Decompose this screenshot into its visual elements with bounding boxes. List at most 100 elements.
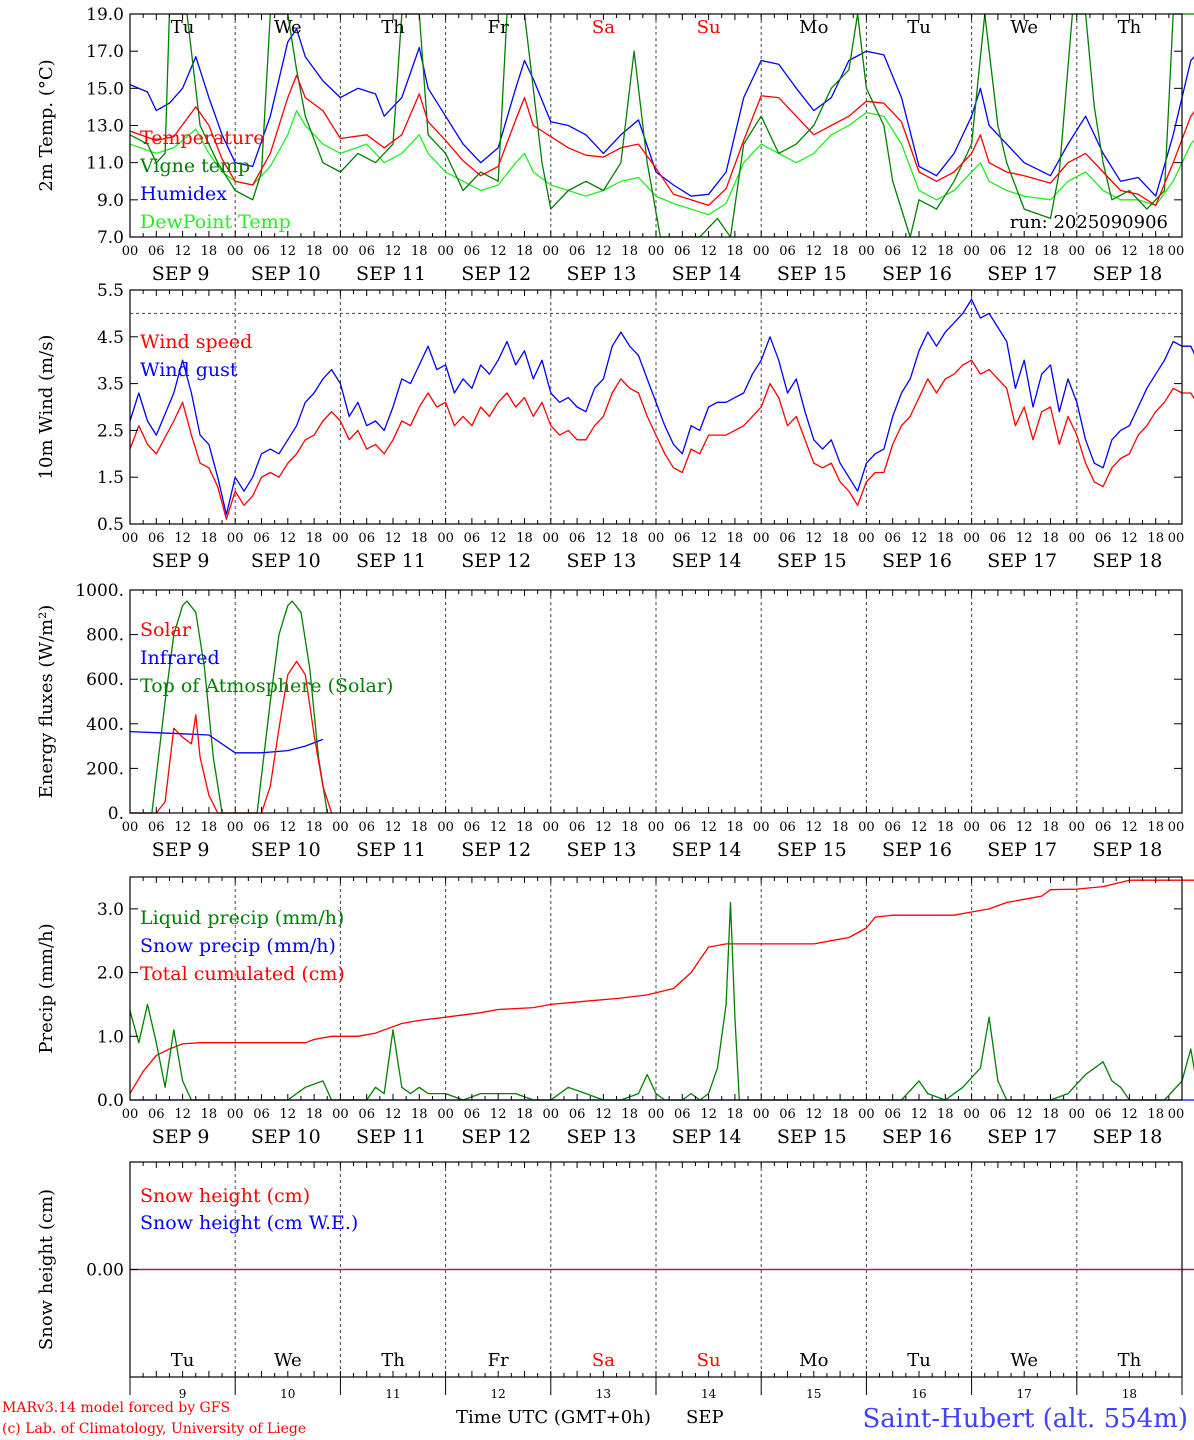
x-hour-label: 12 — [280, 531, 297, 546]
x-hour-label: 18 — [832, 820, 849, 835]
x-hour-label: 00 — [122, 820, 139, 835]
x-hour-label: 00 — [858, 1107, 875, 1122]
x-hour-label: 06 — [569, 1107, 586, 1122]
day-number-label: 11 — [385, 1387, 400, 1401]
x-date-label: SEP 12 — [461, 550, 531, 572]
legend-entry: Snow height (cm W.E.) — [140, 1212, 358, 1234]
x-hour-label: 06 — [464, 244, 481, 259]
x-hour-label: 12 — [1016, 1107, 1033, 1122]
grid-layer — [130, 14, 1182, 1377]
weekday-label-bottom: Fr — [488, 1350, 509, 1371]
x-hour-label: 00 — [437, 531, 454, 546]
x-hour-label: 00 — [227, 244, 244, 259]
footer-model-credit: MARv3.14 model forced by GFS — [2, 1400, 230, 1416]
x-hour-label: 06 — [1095, 1107, 1112, 1122]
x-hour-label: 06 — [569, 244, 586, 259]
x-date-label: SEP 10 — [251, 263, 321, 285]
run-label: run: 2025090906 — [1010, 212, 1168, 233]
day-number-label: 17 — [1017, 1387, 1032, 1401]
x-hour-label: 18 — [621, 244, 638, 259]
x-hour-label: 12 — [700, 531, 717, 546]
x-hour-label: 18 — [1147, 820, 1164, 835]
x-hour-label: 00 — [963, 244, 980, 259]
series-line-infrared — [129, 730, 324, 754]
y-axis-label: Precip (mm/h) — [36, 923, 57, 1053]
x-hour-label: 06 — [884, 244, 901, 259]
x-hour-label: 12 — [806, 820, 823, 835]
y-axis-label: Energy fluxes (W/m²) — [36, 605, 57, 799]
x-hour-label: 12 — [700, 1107, 717, 1122]
footer-station-name: Saint-Hubert (alt. 554m) — [862, 1404, 1188, 1434]
x-hour-label: 00 — [858, 244, 875, 259]
x-hour-label: 00 — [963, 820, 980, 835]
x-hour-label: 18 — [621, 1107, 638, 1122]
x-hour-label: 12 — [174, 820, 191, 835]
x-hour-label: 12 — [806, 531, 823, 546]
x-date-label: SEP 15 — [777, 839, 847, 861]
x-hour-label: 00 — [543, 820, 560, 835]
legend-entry: Temperature — [140, 127, 264, 149]
x-hour-label: 18 — [306, 820, 323, 835]
x-hour-label: 12 — [595, 1107, 612, 1122]
x-hour-label: 00 — [122, 531, 139, 546]
weekday-label-top: We — [274, 17, 302, 38]
x-hour-label: 18 — [832, 1107, 849, 1122]
x-date-label: SEP 15 — [777, 263, 847, 285]
x-hour-label: 00 — [122, 1107, 139, 1122]
day-number-label: 13 — [596, 1387, 611, 1401]
legend-entry: Vigne temp — [139, 155, 250, 177]
x-hour-label: 06 — [358, 531, 375, 546]
weekday-label-top: We — [1010, 17, 1038, 38]
x-hour-label: 12 — [595, 244, 612, 259]
series-line-wind-speed — [129, 359, 1194, 520]
x-hour-label: 00 — [858, 820, 875, 835]
y-tick-label: 3.5 — [97, 375, 124, 395]
x-hour-label: 12 — [1121, 1107, 1138, 1122]
x-hour-label: 12 — [700, 244, 717, 259]
x-hour-label: 18 — [1042, 244, 1059, 259]
x-date-label: SEP 11 — [356, 1126, 426, 1148]
footer-month-label: SEP — [686, 1407, 724, 1428]
x-date-label: SEP 11 — [356, 550, 426, 572]
legend-entry: Top of Atmosphere (Solar) — [140, 675, 393, 697]
x-hour-label: 18 — [201, 1107, 218, 1122]
x-hour-label: 12 — [1016, 244, 1033, 259]
x-hour-label: 06 — [253, 531, 270, 546]
x-hour-label: 18 — [937, 531, 954, 546]
weekday-label-top: Mo — [799, 17, 828, 38]
x-hour-label: 06 — [674, 1107, 691, 1122]
x-hour-label: 00 — [122, 244, 139, 259]
x-hour-label: 00 — [963, 531, 980, 546]
legend-entry: Liquid precip (mm/h) — [140, 907, 344, 929]
x-hour-label: 00 — [332, 1107, 349, 1122]
weekday-label-bottom: Tu — [907, 1350, 931, 1371]
x-hour-label: 00 — [543, 531, 560, 546]
legend-entry: Snow precip (mm/h) — [140, 935, 336, 957]
y-tick-label: 200. — [86, 759, 124, 779]
x-hour-label: 12 — [280, 820, 297, 835]
x-hour-label: 12 — [806, 1107, 823, 1122]
x-hour-label: 12 — [174, 531, 191, 546]
weekday-label-top: Th — [1118, 17, 1142, 38]
y-tick-label: 0.0 — [97, 1091, 124, 1111]
x-hour-label: 12 — [385, 244, 402, 259]
x-date-label: SEP 15 — [777, 550, 847, 572]
x-date-label: SEP 14 — [672, 263, 742, 285]
x-hour-label: 00 — [753, 531, 770, 546]
y-tick-label: 800. — [86, 626, 124, 646]
x-hour-label: 12 — [911, 820, 928, 835]
y-tick-label: 1.0 — [97, 1027, 124, 1047]
x-date-label: SEP 10 — [251, 839, 321, 861]
y-axis-label: 10m Wind (m/s) — [36, 335, 57, 480]
x-hour-label: 00 — [1069, 531, 1086, 546]
x-date-label: SEP 13 — [566, 1126, 636, 1148]
legend-entry: Infrared — [140, 647, 220, 669]
x-hour-label: 18 — [832, 531, 849, 546]
x-date-label: SEP 15 — [777, 1126, 847, 1148]
x-hour-label: 06 — [1095, 820, 1112, 835]
weekday-label-top: Tu — [171, 17, 195, 38]
x-hour-label: 18 — [1147, 531, 1164, 546]
x-date-label: SEP 11 — [356, 839, 426, 861]
x-date-label: SEP 10 — [251, 550, 321, 572]
x-date-label: SEP 12 — [461, 839, 531, 861]
